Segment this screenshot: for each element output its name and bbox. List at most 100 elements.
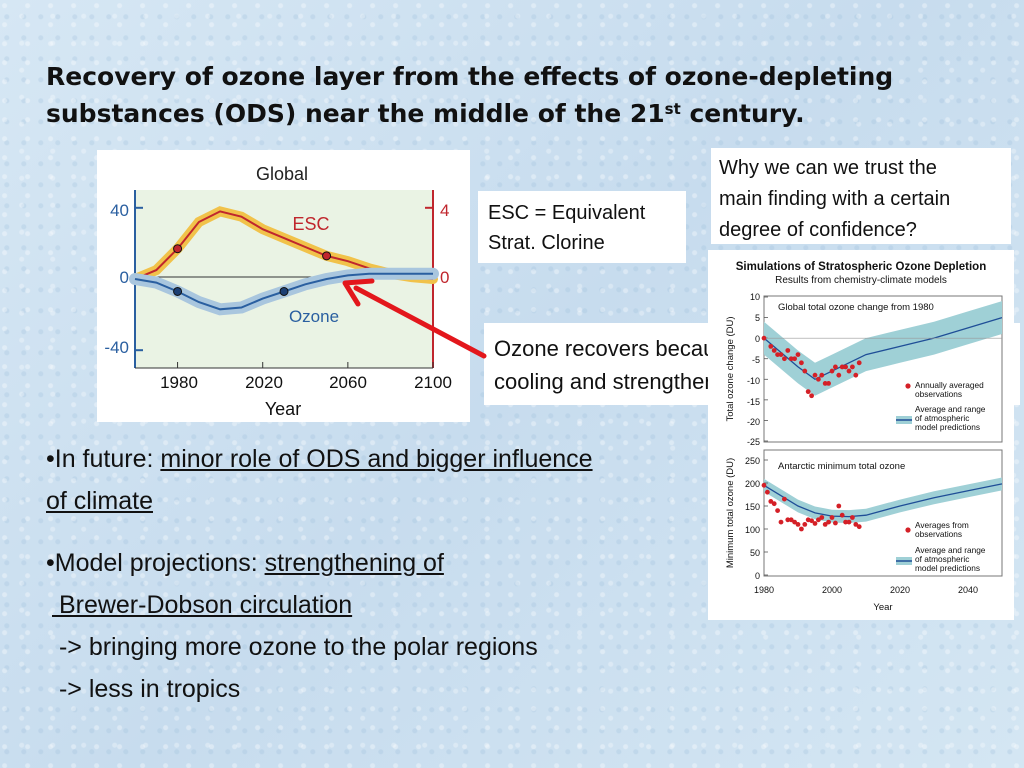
observation-point xyxy=(829,515,835,520)
bottom-legend-obs-1: Averages from xyxy=(915,520,969,530)
observation-point xyxy=(761,335,767,341)
top-legend-model-3: model predictions xyxy=(915,422,980,432)
observation-point xyxy=(768,499,774,504)
top-legend-model-2: of atmospheric xyxy=(915,413,969,423)
ozone-marker xyxy=(279,286,289,296)
observation-point xyxy=(839,364,845,370)
top-y-tick: -15 xyxy=(747,397,760,407)
observation-point xyxy=(846,519,852,525)
esc-marker xyxy=(322,251,332,261)
global-panel-title: Global xyxy=(256,164,308,184)
bullet-models-line-1: •Model projections: strengthening of xyxy=(46,542,726,584)
top-y-tick: -25 xyxy=(747,437,760,447)
observation-point xyxy=(792,519,797,525)
bullet-future-emphasis-2: of climate xyxy=(46,487,153,515)
observation-point xyxy=(822,522,828,527)
top-panel-frame xyxy=(763,295,1003,443)
bottom-panel-plot xyxy=(761,459,1003,576)
bullet-future: •In future: minor role of ODS and bigger… xyxy=(46,438,726,522)
observation-point xyxy=(775,508,780,513)
top-panel-plot xyxy=(761,296,1003,442)
top-y-tick: -5 xyxy=(752,355,760,365)
y-left-tick-neg40: -40 xyxy=(104,338,129,357)
observation-point xyxy=(771,348,777,353)
observation-point xyxy=(816,517,821,523)
bullet-models-emphasis: strengthening of xyxy=(264,549,444,577)
observation-point xyxy=(799,526,804,532)
bottom-y-axis-label: Minimum total ozone (DU) xyxy=(725,458,736,568)
observation-point xyxy=(822,381,828,386)
observation-point xyxy=(856,360,862,366)
bullet-models-prefix: •Model projections: xyxy=(46,549,265,577)
observation-point xyxy=(778,352,784,357)
observation-point xyxy=(816,376,821,382)
bottom-legend-model-2: of atmospheric xyxy=(915,554,969,564)
esc-definition-line-1: ESC = Equivalent xyxy=(488,202,646,224)
legend-observation-dot xyxy=(905,383,911,389)
top-legend-model-1: Average and range xyxy=(915,404,986,414)
observation-point xyxy=(819,515,825,520)
y-right-tick-0: 0 xyxy=(440,268,449,287)
x-tick: 2020 xyxy=(890,585,910,595)
observation-point xyxy=(785,348,791,353)
esc-label: ESC xyxy=(292,214,329,234)
top-legend-obs: Annually averaged xyxy=(915,380,984,390)
observation-point xyxy=(788,356,794,362)
question-line-1: Why we can we trust the xyxy=(719,157,937,179)
bullet-models-line-2: Brewer-Dobson circulation xyxy=(46,584,726,626)
bottom-y-tick: 100 xyxy=(745,525,760,535)
bullet-models-emphasis-2: Brewer-Dobson circulation xyxy=(52,591,353,619)
observation-point xyxy=(853,372,859,378)
observation-point xyxy=(812,372,818,378)
observation-point xyxy=(819,372,825,378)
bullet-future-emphasis: minor role of ODS and bigger influence xyxy=(160,445,593,473)
observation-point xyxy=(850,515,855,520)
x-axis-label: Year xyxy=(873,602,892,613)
x-axis-label: Year xyxy=(265,399,301,419)
x-tick: 1980 xyxy=(754,585,774,595)
bottom-y-tick: 50 xyxy=(750,548,760,558)
x-tick-2060: 2060 xyxy=(329,373,367,392)
bullet-future-line-1: •In future: minor role of ODS and bigger… xyxy=(46,438,726,480)
observation-point xyxy=(805,389,811,395)
bullet-models-line-4: -> less in tropics xyxy=(52,675,241,703)
model-range-band xyxy=(764,301,1002,396)
question-line-3: degree of confidence? xyxy=(719,219,917,241)
slide-title: Recovery of ozone layer from the effects… xyxy=(46,58,986,132)
legend-observation-dot xyxy=(905,527,911,533)
title-superscript: st xyxy=(664,100,681,118)
observation-point xyxy=(782,356,787,362)
observation-point xyxy=(775,352,780,357)
bottom-y-tick: 150 xyxy=(745,502,760,512)
top-y-tick: 10 xyxy=(750,292,760,302)
observation-point xyxy=(795,352,801,357)
observation-point xyxy=(799,360,804,366)
observation-point xyxy=(782,496,787,502)
bullet-future-prefix: •In future: xyxy=(46,445,161,473)
title-line-2-end: century. xyxy=(680,99,805,128)
x-tick-2100: 2100 xyxy=(414,373,452,392)
title-line-2-text: substances (ODS) near the middle of the … xyxy=(46,99,665,128)
observation-point xyxy=(809,393,814,399)
observation-point xyxy=(768,343,774,349)
marker-group xyxy=(173,244,332,296)
esc-marker xyxy=(173,244,183,254)
observation-point xyxy=(829,368,835,374)
question-line-2: main finding with a certain xyxy=(719,188,951,210)
y-right-tick-4: 4 xyxy=(440,201,449,220)
title-line-1: Recovery of ozone layer from the effects… xyxy=(46,62,894,91)
observation-point xyxy=(856,524,862,530)
bottom-panel-frame xyxy=(763,449,1003,577)
y-left-tick-0: 0 xyxy=(120,268,129,287)
observation-point xyxy=(771,501,777,507)
top-y-tick: 5 xyxy=(755,313,760,323)
observation-point xyxy=(833,364,838,370)
esc-definition-box: ESC = Equivalent Strat. Clorine xyxy=(478,191,686,263)
observation-point xyxy=(826,519,831,525)
observation-point xyxy=(778,519,784,525)
observation-point xyxy=(761,482,767,488)
bottom-y-ticks: 250 200 150 100 50 0 xyxy=(745,456,760,581)
esc-definition-line-2: Strat. Clorine xyxy=(488,232,605,254)
bottom-legend-model-3: model predictions xyxy=(915,563,980,573)
simulations-title: Simulations of Stratospheric Ozone Deple… xyxy=(736,261,986,273)
